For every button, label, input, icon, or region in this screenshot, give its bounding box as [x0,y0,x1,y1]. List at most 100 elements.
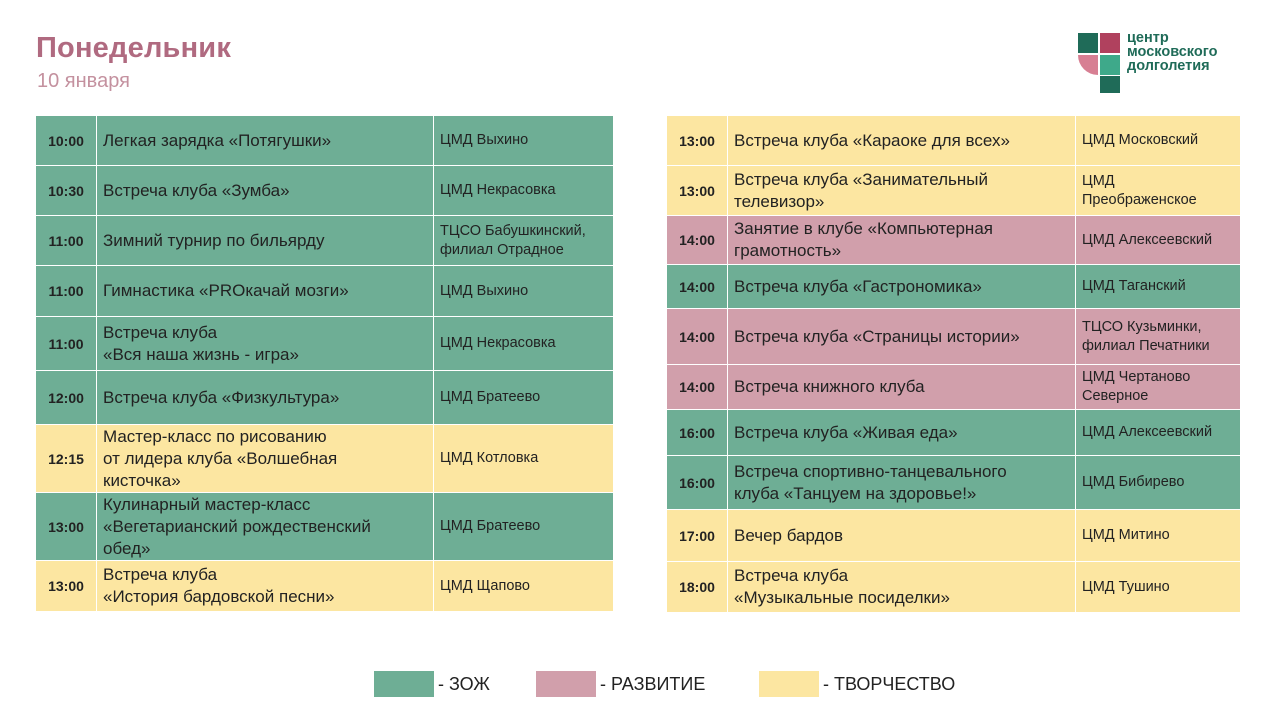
event-location-line: ЦМД Алексеевский [1082,424,1213,440]
event-location: ЦМД Бибирево [1075,455,1241,510]
schedule-row: 13:00 Встреча клуба «Занимательный телевиз… [666,165,1241,216]
legend-item-razvitie: - РАЗВИТИЕ [536,671,705,697]
schedule-row: 12:15 Мастер-класс по рисованию от лидера … [35,424,614,493]
legend-swatch [374,671,434,697]
event-title: Встреча книжного клуба [727,364,1076,410]
event-title-line: Встреча клуба «Занимательный [734,169,988,189]
event-location-line: ЦМД Щапово [440,577,530,594]
event-location: ЦМД Чертаново Северное [1075,364,1241,410]
event-title: Встреча клуба «Вся наша жизнь - игра» [96,316,434,371]
event-title-line: кисточка» [103,470,181,490]
event-time: 14:00 [666,364,728,410]
logo: центр московского долголетия [1077,30,1247,96]
event-title-line: Встреча клуба «Живая еда» [734,422,958,442]
schedule-row: 11:00 Гимнастика «PROкачай мозги» ЦМД Выхи… [35,265,614,317]
event-location: ЦМД Таганский [1075,264,1241,309]
event-location-line: ЦМД Братеево [440,518,541,534]
event-time: 16:00 [666,409,728,456]
event-time: 11:00 [35,316,97,371]
logo-line: московского [1127,44,1218,60]
schedule-row: 10:00 Легкая зарядка «Потягушки» ЦМД Выхин… [35,115,614,166]
event-location-line: ЦМД Московский [1082,132,1199,148]
event-title: Встреча клуба «Живая еда» [727,409,1076,456]
event-title-line: Гимнастика «PROкачай мозги» [103,281,349,300]
event-title-line: от лидера клуба «Волшебная [103,448,338,468]
event-location-line: ЦМД Тушино [1082,578,1170,595]
schedule-row: 18:00 Встреча клуба «Музыкальные посиделки… [666,561,1241,613]
event-time: 10:00 [35,115,97,166]
event-title-line: Зимний турнир по бильярду [103,230,325,250]
event-time: 14:00 [666,264,728,309]
event-title: Занятие в клубе «Компьютерная грамотность… [727,215,1076,265]
schedule-row: 11:00 Встреча клуба «Вся наша жизнь - игра… [35,316,614,371]
event-location-line: ЦМД Выхино [440,132,529,148]
schedule-row: 16:00 Встреча спортивно-танцевального клуб… [666,455,1241,510]
event-location: ТЦСО Бабушкинский, филиал Отрадное [433,215,614,266]
event-location: ЦМД Тушино [1075,561,1241,613]
event-location: ЦМД Выхино [433,115,614,166]
legend-label: - ТВОРЧЕСТВО [823,673,956,694]
event-time: 16:00 [666,455,728,510]
event-time: 13:00 [35,492,97,561]
event-location-line: ЦМД Некрасовка [440,182,556,198]
event-title-line: Встреча клуба «Физкультура» [103,387,340,407]
event-location-line: ЦМД [1082,172,1115,189]
event-location: ЦМД Некрасовка [433,165,614,216]
event-location: ЦМД Преображенское [1075,165,1241,216]
event-title: Встреча спортивно-танцевального клуба «Та… [727,455,1076,510]
event-time: 14:00 [666,215,728,265]
event-time: 13:00 [666,115,728,166]
event-location: ТЦСО Кузьминки, филиал Печатники [1075,308,1241,365]
schedule-row: 13:00 Кулинарный мастер-класс «Вегетарианс… [35,492,614,561]
event-title: Встреча клуба «Физкультура» [96,370,434,425]
event-location: ЦМД Алексеевский [1075,409,1241,456]
event-location: ЦМД Выхино [433,265,614,317]
event-time: 13:00 [666,165,728,216]
event-title-line: Встреча книжного клуба [734,377,925,396]
event-title-line: Встреча клуба «Гастрономика» [734,276,982,296]
logo-line: центр [1127,30,1169,46]
logo-line: долголетия [1127,58,1210,74]
event-location-line: филиал Печатники [1082,337,1210,354]
event-location-line: ЦМД Бибирево [1082,474,1185,490]
legend-item-tvorchestvo: - ТВОРЧЕСТВО [759,671,955,697]
schedule-row: 17:00 Вечер бардов ЦМД Митино [666,509,1241,562]
event-location: ЦМД Московский [1075,115,1241,166]
event-title: Легкая зарядка «Потягушки» [96,115,434,166]
event-location: ЦМД Братеево [433,492,614,561]
legend-swatch [759,671,819,697]
event-title: Встреча клуба «Гастрономика» [727,264,1076,309]
event-location-line: ЦМД Алексеевский [1082,231,1213,248]
event-location-line: ТЦСО Кузьминки, [1082,318,1202,335]
event-location: ЦМД Алексеевский [1075,215,1241,265]
event-location-line: ЦМД Котловка [440,450,539,466]
event-title: Встреча клуба «Занимательный телевизор» [727,165,1076,216]
event-title: Встреча клуба «Страницы истории» [727,308,1076,365]
event-time: 12:15 [35,424,97,493]
schedule-table-left: 10:00 Легкая зарядка «Потягушки» ЦМД Выхин… [35,115,614,612]
event-location: ЦМД Митино [1075,509,1241,562]
event-title-line: Встреча клуба «Зумба» [103,180,290,200]
event-time: 17:00 [666,509,728,562]
event-title-line: «Вся наша жизнь - игра» [103,344,299,364]
schedule-row: 10:30 Встреча клуба «Зумба» ЦМД Некрасовка [35,165,614,216]
event-time: 14:00 [666,308,728,365]
event-location-line: ЦМД Некрасовка [440,335,556,351]
event-location-line: ТЦСО Бабушкинский, [440,222,586,239]
event-title: Кулинарный мастер-класс «Вегетарианский р… [96,492,434,561]
event-title-line: телевизор» [734,191,825,211]
event-location: ЦМД Братеево [433,370,614,425]
event-location-line: Преображенское [1082,191,1197,208]
event-time: 18:00 [666,561,728,613]
event-title-line: «Музыкальные посиделки» [734,588,950,607]
schedule-table-right: 13:00 Встреча клуба «Караоке для всех» ЦМД… [666,115,1241,613]
event-title: Встреча клуба «Зумба» [96,165,434,216]
legend-item-zozh: - ЗОЖ [374,671,490,697]
event-time: 12:00 [35,370,97,425]
event-time: 11:00 [35,265,97,317]
event-location-line: ЦМД Митино [1082,527,1170,543]
event-title: Встреча клуба «История бардовской песни» [96,560,434,612]
logo-text: центр московского долголетия [1127,30,1218,74]
event-title-line: Встреча спортивно-танцевального [734,461,1007,481]
event-location: ЦМД Некрасовка [433,316,614,371]
